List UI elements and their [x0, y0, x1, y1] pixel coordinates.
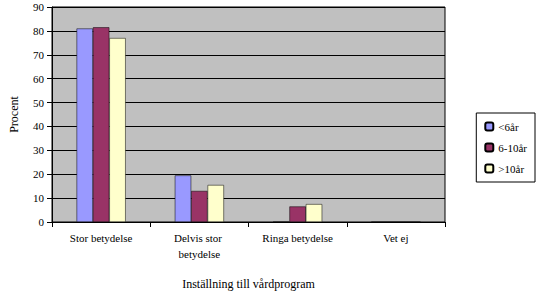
svg-text:Procent: Procent: [7, 96, 21, 133]
svg-text:30: 30: [33, 144, 45, 156]
svg-text:Vet ej: Vet ej: [383, 232, 408, 244]
svg-text:Ringa betydelse: Ringa betydelse: [262, 232, 333, 244]
svg-text:40: 40: [33, 120, 45, 132]
svg-text:6-10år: 6-10år: [498, 142, 527, 154]
svg-text:50: 50: [33, 97, 45, 109]
svg-text:betydelse: betydelse: [179, 248, 221, 260]
svg-text:70: 70: [33, 49, 45, 61]
svg-text:Stor betydelse: Stor betydelse: [70, 232, 133, 244]
svg-text:80: 80: [33, 25, 45, 37]
svg-text:<6år: <6år: [498, 121, 519, 133]
svg-text:0: 0: [39, 216, 45, 228]
svg-text:Delvis stor: Delvis stor: [174, 232, 225, 244]
svg-text:60: 60: [33, 73, 45, 85]
svg-text:>10år: >10år: [498, 163, 524, 175]
svg-text:90: 90: [33, 1, 45, 13]
svg-text:20: 20: [33, 168, 45, 180]
svg-text:Inställning till vårdprogram: Inställning till vårdprogram: [182, 277, 315, 291]
svg-text:10: 10: [33, 192, 45, 204]
